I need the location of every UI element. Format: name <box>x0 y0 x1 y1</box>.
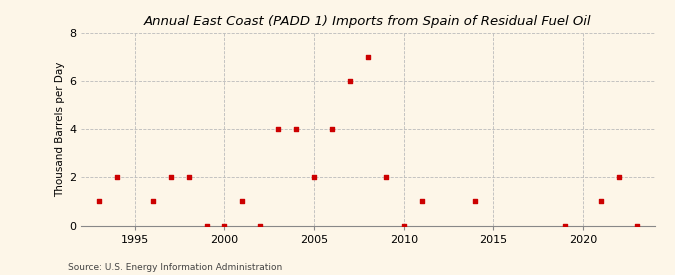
Point <box>362 55 373 59</box>
Title: Annual East Coast (PADD 1) Imports from Spain of Residual Fuel Oil: Annual East Coast (PADD 1) Imports from … <box>144 15 591 28</box>
Point <box>255 223 266 228</box>
Point <box>291 127 302 131</box>
Point <box>470 199 481 204</box>
Point <box>94 199 105 204</box>
Point <box>398 223 409 228</box>
Point <box>219 223 230 228</box>
Point <box>183 175 194 180</box>
Point <box>344 79 355 83</box>
Point <box>165 175 176 180</box>
Point <box>273 127 284 131</box>
Y-axis label: Thousand Barrels per Day: Thousand Barrels per Day <box>55 62 65 197</box>
Point <box>416 199 427 204</box>
Point <box>237 199 248 204</box>
Point <box>381 175 392 180</box>
Text: Source: U.S. Energy Information Administration: Source: U.S. Energy Information Administ… <box>68 263 281 272</box>
Point <box>111 175 122 180</box>
Point <box>631 223 642 228</box>
Point <box>308 175 319 180</box>
Point <box>147 199 158 204</box>
Point <box>201 223 212 228</box>
Point <box>614 175 624 180</box>
Point <box>327 127 338 131</box>
Point <box>560 223 570 228</box>
Point <box>595 199 606 204</box>
